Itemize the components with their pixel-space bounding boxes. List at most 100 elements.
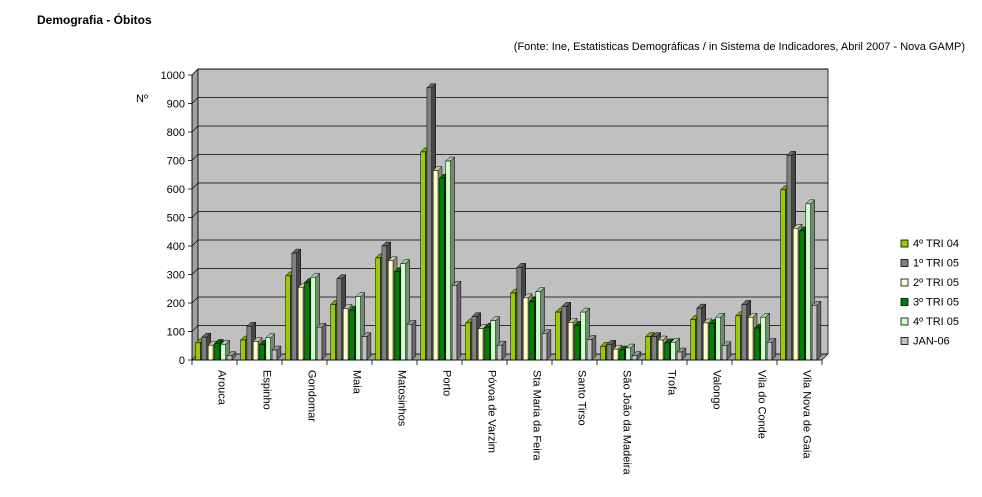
legend-swatch: [900, 317, 909, 326]
x-category-label: Santo Tirso: [576, 370, 588, 426]
x-category-label: Sta Maria da Feira: [531, 370, 543, 461]
bar: [619, 349, 625, 361]
bar: [735, 315, 741, 361]
bar: [580, 311, 586, 361]
bar: [426, 87, 432, 361]
x-category-label: Porto: [441, 370, 453, 396]
x-category-label: Vila Nova de Gaia: [801, 370, 813, 459]
bar: [651, 336, 657, 361]
bar: [586, 339, 593, 361]
bar: [355, 296, 361, 361]
bar: [555, 311, 561, 361]
bar: [285, 275, 291, 361]
bar: [304, 282, 310, 361]
y-tick-label: 0: [179, 355, 185, 367]
bar: [400, 263, 406, 361]
bar-side: [456, 280, 462, 361]
bar: [541, 333, 548, 361]
y-axis-label: Nº: [136, 93, 148, 105]
legend-swatch: [900, 298, 909, 306]
bar: [811, 305, 818, 361]
gridline-side: [191, 68, 199, 76]
x-category-label: Espinho: [261, 370, 273, 410]
bar: [625, 347, 631, 361]
bar: [310, 277, 316, 361]
y-tick-label: 200: [167, 298, 185, 310]
legend-label: 3º TRI 05: [913, 297, 959, 309]
bar: [477, 328, 484, 361]
bar: [600, 346, 606, 361]
bar: [574, 324, 580, 361]
bar: [741, 304, 747, 361]
bar: [529, 301, 535, 361]
bar: [195, 342, 201, 361]
legend: 4º TRI 04 1º TRI 05 2º TRI 05 3º TRI 05 4º T…: [900, 238, 959, 348]
legend-label: JAN-06: [913, 336, 950, 348]
chart-subtitle: (Fonte: Ine, Estatisticas Demográficas /…: [513, 41, 965, 53]
bar: [799, 230, 805, 361]
bar: [342, 308, 349, 361]
x-category-label: Arouca: [216, 370, 228, 406]
bar: [297, 287, 304, 361]
bar: [657, 339, 664, 361]
bar: [484, 326, 490, 361]
bar: [805, 203, 811, 361]
y-tick-label: 900: [167, 99, 185, 111]
gridline-side: [191, 325, 199, 332]
bar: [226, 355, 233, 361]
gridline-side: [191, 296, 199, 304]
legend-swatch: [900, 278, 909, 287]
y-tick-label: 700: [167, 156, 185, 168]
gridline-side: [191, 268, 199, 275]
bar: [516, 267, 522, 361]
x-category-label: Póvoa de Varzim: [486, 370, 498, 453]
bar: [291, 252, 297, 361]
bar: [535, 291, 541, 361]
bar: [696, 307, 702, 361]
bar: [645, 336, 651, 361]
legend-label: 4º TRI 05: [913, 316, 959, 328]
bar: [394, 271, 400, 361]
bar: [747, 317, 754, 361]
bar: [702, 322, 709, 361]
bar: [754, 327, 760, 361]
bar: [387, 260, 394, 361]
x-category-label: São João da Madeira: [621, 370, 633, 475]
bar: [690, 319, 696, 361]
bar: [246, 326, 252, 361]
bar: [361, 336, 368, 361]
bar: [445, 160, 451, 361]
gridline-side: [191, 97, 199, 104]
bar: [375, 257, 381, 361]
x-category-label: Valongo: [711, 370, 723, 410]
bar: [381, 245, 387, 361]
bar: [766, 342, 773, 361]
bar: [201, 336, 207, 361]
bar: [496, 344, 503, 361]
x-category-label: Matosinhos: [396, 370, 408, 427]
bar-side: [546, 329, 552, 361]
bar: [336, 278, 342, 361]
gridline-side: [191, 125, 199, 133]
bar: [631, 355, 638, 361]
bar: [721, 345, 728, 361]
bar-side: [366, 332, 372, 361]
bar-side: [816, 300, 822, 361]
bar: [252, 341, 259, 361]
legend-label: 4º TRI 04: [913, 238, 959, 250]
bar: [664, 342, 670, 361]
bar: [567, 322, 574, 361]
bar: [439, 177, 445, 361]
bar: [240, 339, 246, 361]
gridline-side: [191, 182, 199, 190]
x-category-label: Trofa: [666, 370, 678, 396]
bar: [207, 344, 214, 361]
bar: [522, 297, 529, 361]
y-tick-label: 300: [167, 270, 185, 282]
bar: [259, 344, 265, 361]
bar: [271, 349, 278, 361]
y-tick-label: 100: [167, 327, 185, 339]
bar: [265, 337, 271, 361]
y-tick-label: 500: [167, 213, 185, 225]
bar: [406, 324, 413, 361]
